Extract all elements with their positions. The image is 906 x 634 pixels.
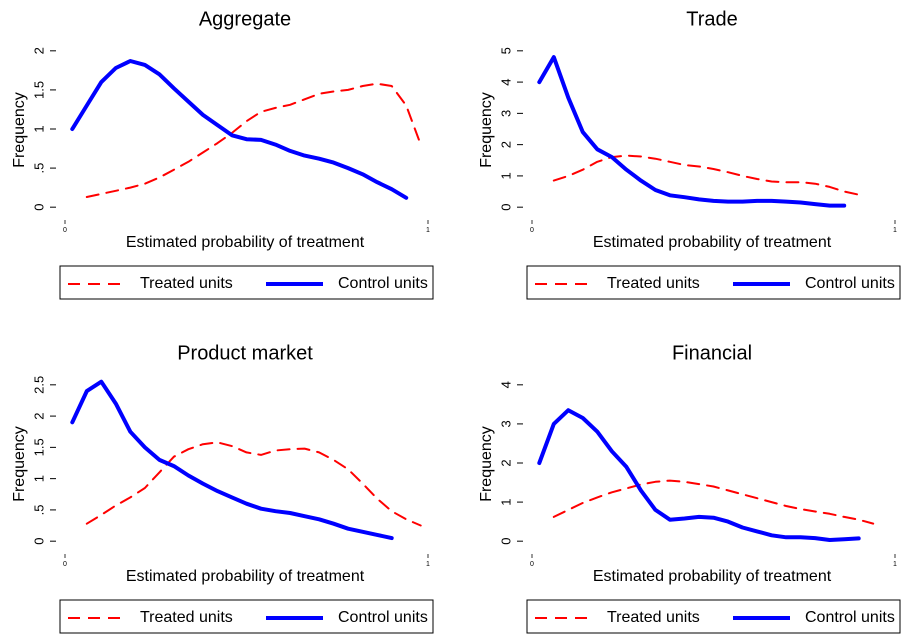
x-tick-label: 1 xyxy=(426,561,430,568)
legend-box xyxy=(59,265,434,300)
y-tick-label: 2 xyxy=(31,412,46,419)
y-axis-label: Frequency xyxy=(478,92,495,168)
legend-label: Treated units xyxy=(607,609,700,626)
chart-title: Financial xyxy=(672,342,752,364)
legend-label: Treated units xyxy=(140,609,233,626)
x-tick-label: 0 xyxy=(530,227,534,234)
y-tick-label: 1.5 xyxy=(31,81,46,99)
y-tick-label: 1.5 xyxy=(31,438,46,456)
panel: Product market Frequency Estimated probabi… xyxy=(11,342,434,634)
y-tick-label: 2 xyxy=(31,47,46,54)
density-line xyxy=(85,82,422,198)
y-tick-label: 0 xyxy=(498,538,513,545)
y-tick-label: .5 xyxy=(31,163,46,174)
y-tick-label: 0 xyxy=(498,204,513,211)
density-line xyxy=(537,55,847,208)
x-tick-label: 1 xyxy=(893,227,897,234)
y-tick-label: 4 xyxy=(498,78,513,85)
y-axis-label: Frequency xyxy=(11,92,28,168)
y-tick-label: 2 xyxy=(498,459,513,466)
y-tick-label: .5 xyxy=(31,504,46,515)
x-axis-label: Estimated probability of treatment xyxy=(593,568,832,585)
chart-title: Trade xyxy=(686,8,738,30)
legend-label: Treated units xyxy=(140,275,233,292)
x-tick-label: 0 xyxy=(63,561,67,568)
y-tick-label: 3 xyxy=(498,110,513,117)
chart-title: Product market xyxy=(177,342,313,364)
legend-label: Control units xyxy=(338,609,428,626)
legend-label: Control units xyxy=(338,275,428,292)
density-line xyxy=(85,441,422,527)
y-tick-label: 1 xyxy=(498,172,513,179)
x-tick-label: 0 xyxy=(63,227,67,234)
y-tick-label: 4 xyxy=(498,381,513,388)
x-axis-label: Estimated probability of treatment xyxy=(126,568,365,585)
density-line xyxy=(537,408,861,542)
legend-box xyxy=(526,599,901,634)
y-tick-label: 0 xyxy=(31,538,46,545)
panel: Aggregate Frequency Estimated probability … xyxy=(11,8,434,300)
legend-label: Control units xyxy=(805,275,895,292)
chart-title: Aggregate xyxy=(199,8,291,30)
x-tick-label: 1 xyxy=(426,227,430,234)
y-tick-label: 5 xyxy=(498,47,513,54)
y-axis-label: Frequency xyxy=(478,426,495,502)
panel: Financial Frequency Estimated probability … xyxy=(478,342,901,634)
x-tick-label: 1 xyxy=(893,561,897,568)
x-axis-label: Estimated probability of treatment xyxy=(593,234,832,251)
y-tick-label: 2.5 xyxy=(31,376,46,394)
density-line xyxy=(70,59,409,200)
y-tick-label: 1 xyxy=(498,498,513,505)
panel: Trade Frequency Estimated probability of t… xyxy=(478,8,901,300)
x-axis-label: Estimated probability of treatment xyxy=(126,234,365,251)
x-tick-label: 0 xyxy=(530,561,534,568)
y-tick-label: 1 xyxy=(31,125,46,132)
density-line xyxy=(70,379,394,541)
y-tick-label: 1 xyxy=(31,475,46,482)
legend-box xyxy=(59,599,434,634)
y-tick-label: 0 xyxy=(31,204,46,211)
legend-label: Control units xyxy=(805,609,895,626)
y-tick-label: 2 xyxy=(498,141,513,148)
y-axis-label: Frequency xyxy=(11,426,28,502)
density-line xyxy=(552,154,860,196)
y-tick-label: 3 xyxy=(498,420,513,427)
legend-box xyxy=(526,265,901,300)
density-line xyxy=(552,479,875,525)
legend-label: Treated units xyxy=(607,275,700,292)
